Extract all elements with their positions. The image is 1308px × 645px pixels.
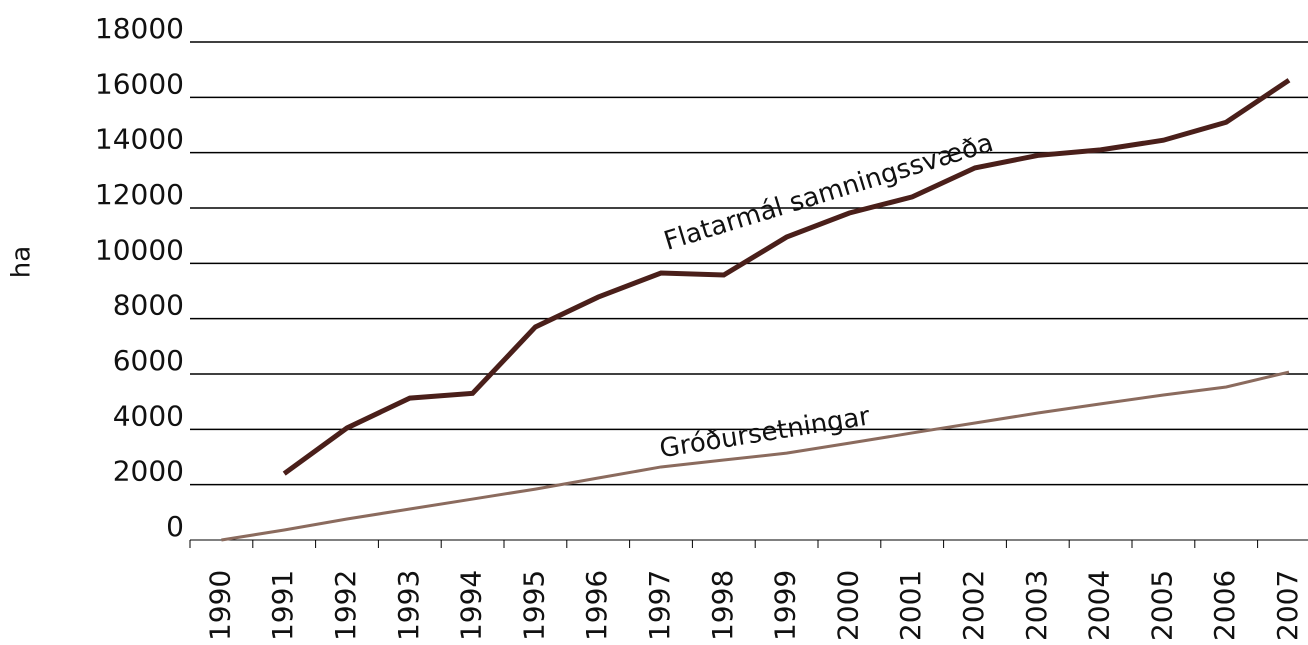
y-tick-label: 16000	[95, 67, 184, 100]
y-axis-label: ha	[7, 246, 37, 278]
x-tick-label: 2002	[957, 570, 990, 641]
x-tick-label: 2007	[1271, 570, 1304, 641]
series-line	[282, 78, 1291, 476]
x-tick-label: 1991	[266, 570, 299, 641]
x-tick-label: 2003	[1020, 570, 1053, 641]
x-tick-label: 1994	[455, 570, 488, 641]
y-tick-label: 10000	[95, 233, 184, 266]
x-tick-label: 1993	[392, 570, 425, 641]
y-tick-label: 0	[166, 510, 184, 543]
y-tick-label: 14000	[95, 123, 184, 156]
series-label: Flatarmál samningssvæða	[660, 128, 996, 257]
x-tick-label: 1998	[706, 570, 739, 641]
y-tick-label: 4000	[113, 399, 184, 432]
x-tick-label: 2004	[1083, 570, 1116, 641]
x-tick-label: 2000	[831, 570, 864, 641]
x-tick-label: 2006	[1208, 570, 1241, 641]
y-tick-label: 18000	[95, 12, 184, 45]
x-tick-label: 1995	[517, 570, 550, 641]
x-tick-label: 2001	[894, 570, 927, 641]
x-tick-label: 1990	[203, 570, 236, 641]
y-tick-label: 8000	[113, 289, 184, 322]
x-tick-label: 1996	[580, 570, 613, 641]
x-tick-label: 1992	[329, 570, 362, 641]
series-line	[221, 370, 1290, 542]
y-tick-label: 2000	[113, 455, 184, 488]
y-tick-label: 12000	[95, 178, 184, 211]
x-tick-label: 1999	[769, 570, 802, 641]
y-tick-label: 6000	[113, 344, 184, 377]
x-tick-label: 1997	[643, 570, 676, 641]
x-tick-label: 2005	[1145, 570, 1178, 641]
